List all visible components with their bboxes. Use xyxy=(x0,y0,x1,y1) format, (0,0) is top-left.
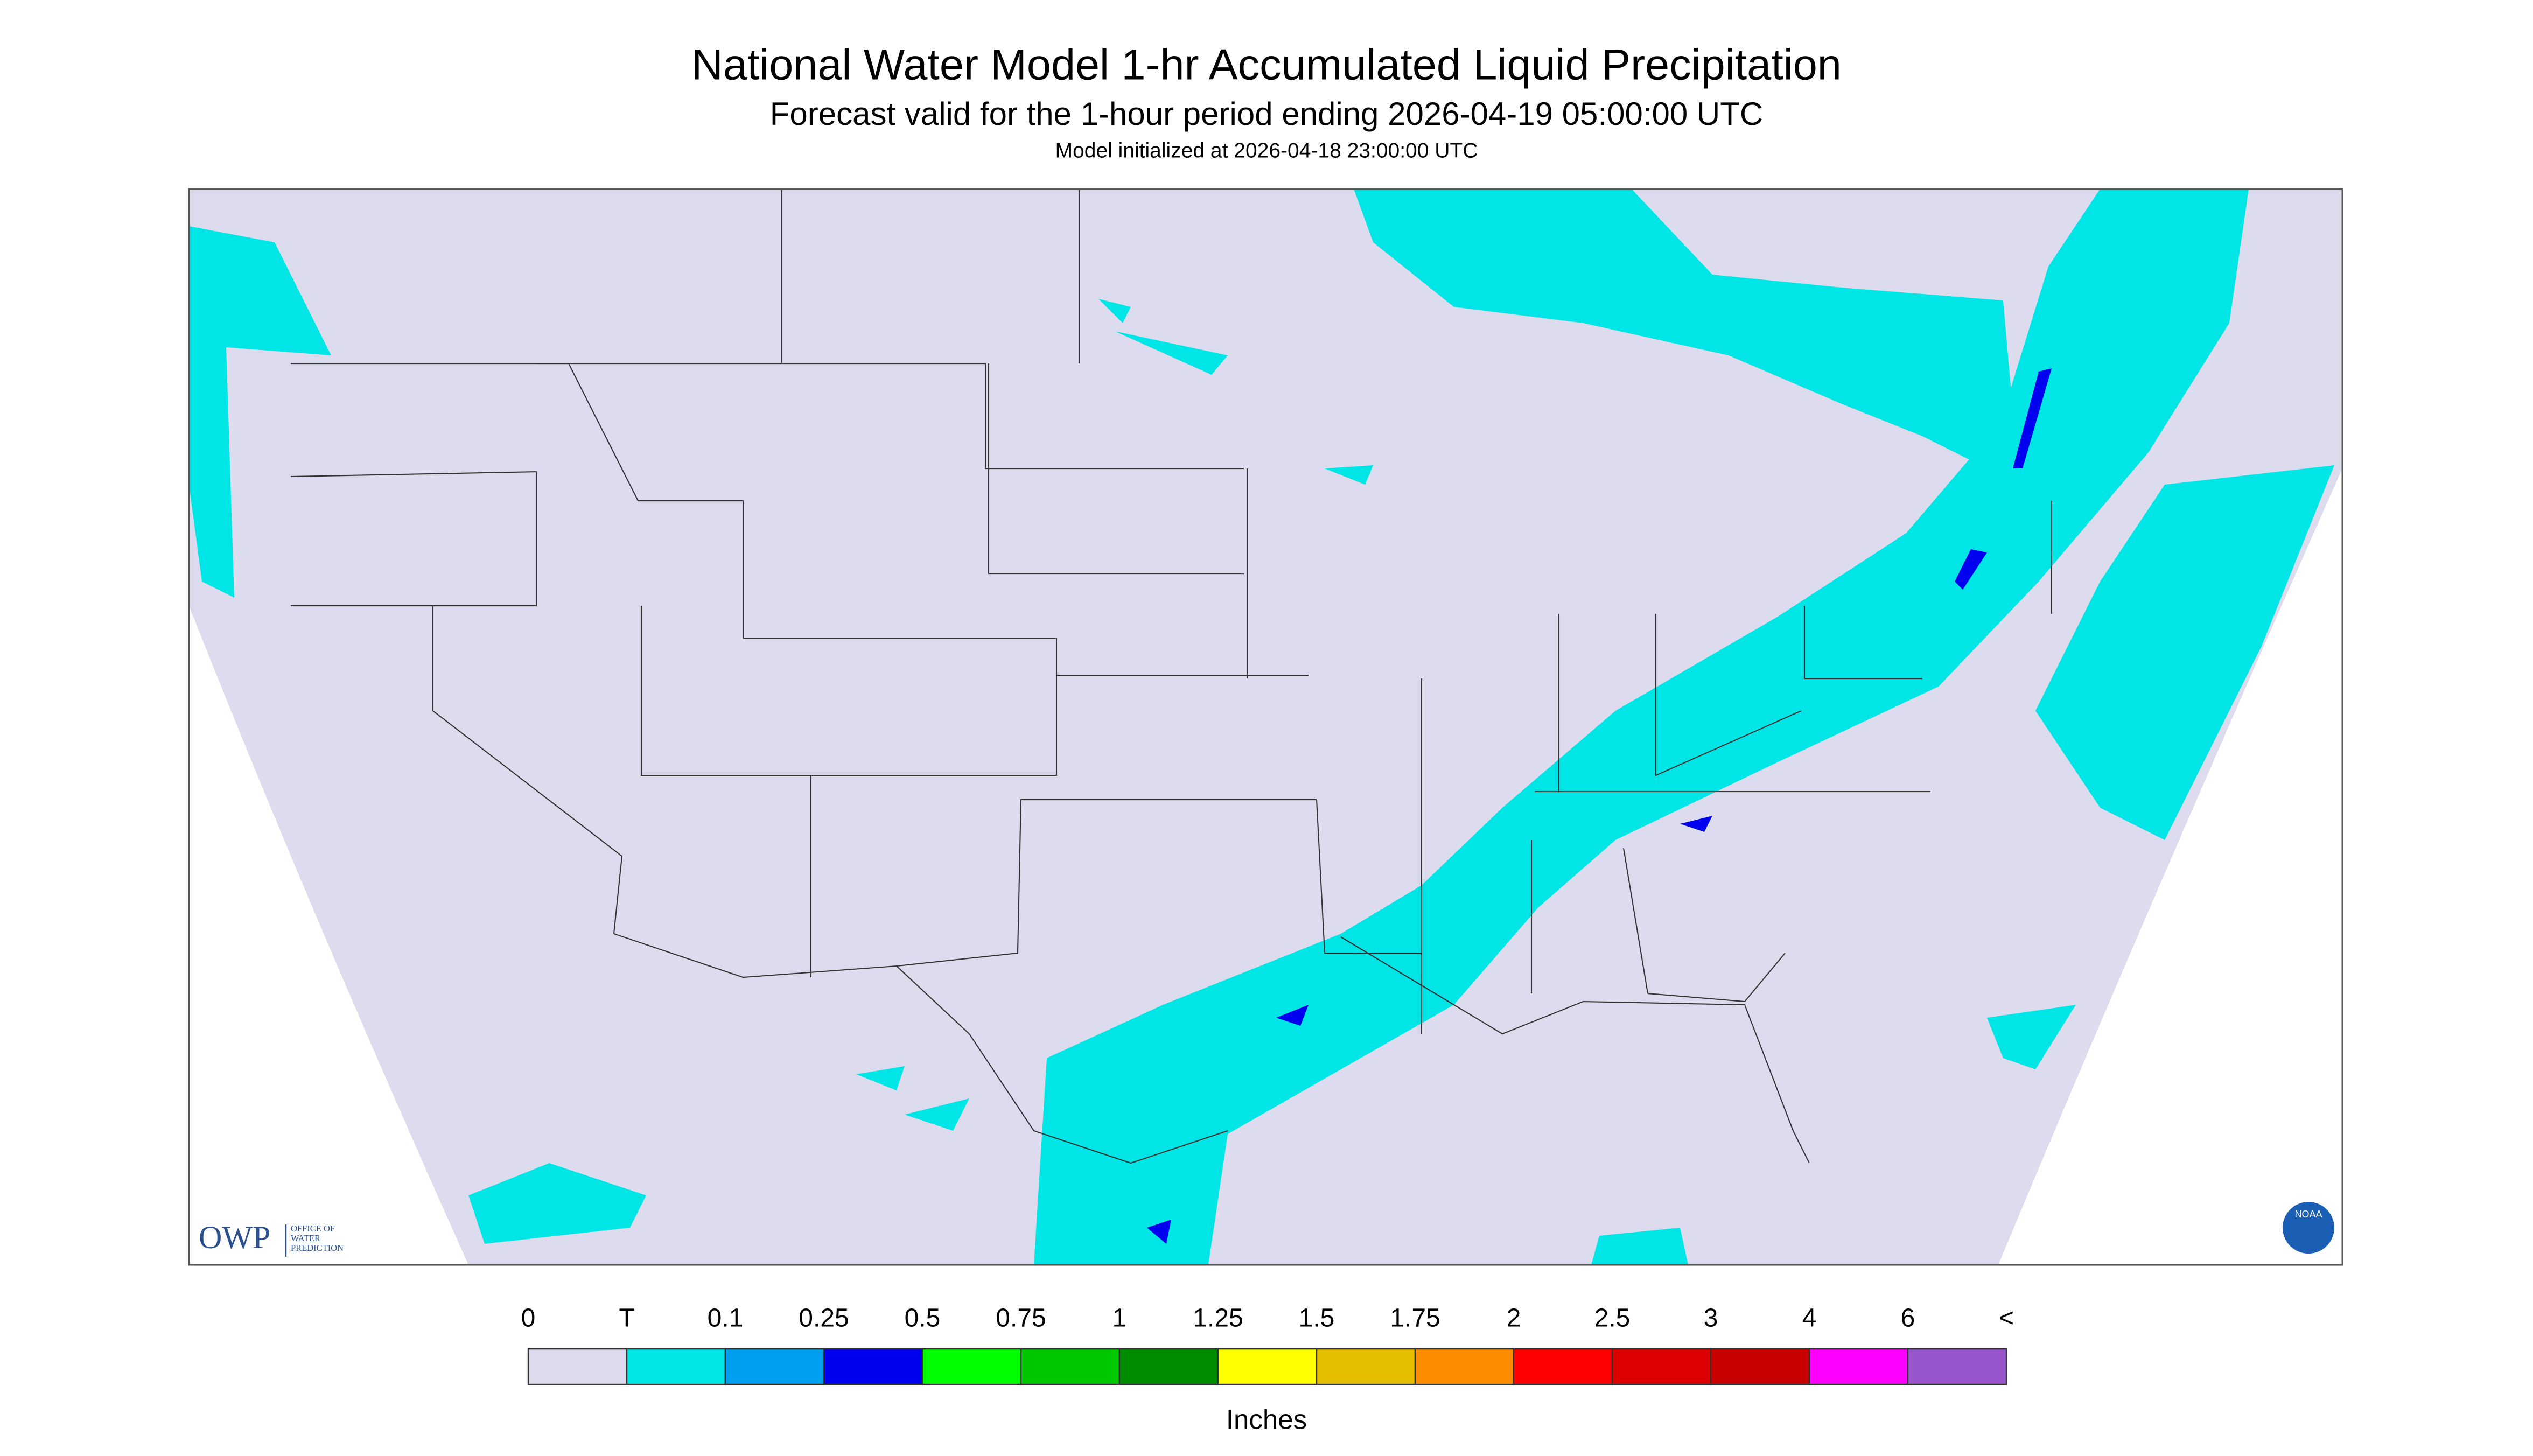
legend-swatch xyxy=(1808,1348,1909,1385)
legend-swatch xyxy=(1020,1348,1121,1385)
init-time: Model initialized at 2026-04-18 23:00:00… xyxy=(1055,139,1478,162)
legend-swatch xyxy=(1217,1348,1318,1385)
legend-swatch xyxy=(1118,1348,1219,1385)
legend: 0 T 0.1 0.25 0.5 0.75 1 1.25 1.5 1.75 2 2.5 3 4 6 < xyxy=(521,1304,2014,1385)
legend-label: 3 xyxy=(1704,1304,1718,1333)
legend-swatch xyxy=(527,1348,628,1385)
legend-label: 2.5 xyxy=(1594,1304,1631,1333)
legend-units: Inches xyxy=(1226,1404,1307,1435)
precip-heavy xyxy=(1147,368,2052,1244)
legend-swatch xyxy=(1710,1348,1810,1385)
noaa-logo xyxy=(2283,1202,2334,1254)
legend-label: 0.5 xyxy=(905,1304,941,1333)
legend-label: 4 xyxy=(1802,1304,1817,1333)
legend-label: 1.75 xyxy=(1390,1304,1440,1333)
legend-label: T xyxy=(619,1304,634,1333)
legend-label: 1.5 xyxy=(1299,1304,1335,1333)
legend-swatch xyxy=(1611,1348,1712,1385)
legend-swatch xyxy=(626,1348,726,1385)
title: National Water Model 1-hr Accumulated Li… xyxy=(691,40,1842,89)
legend-swatch xyxy=(1513,1348,1613,1385)
legend-label: 2 xyxy=(1507,1304,1521,1333)
legend-label: 1.25 xyxy=(1193,1304,1243,1333)
legend-label: 0.75 xyxy=(996,1304,1046,1333)
legend-label: 6 xyxy=(1901,1304,1915,1333)
owp-name: WATER xyxy=(291,1233,320,1243)
legend-swatch xyxy=(823,1348,923,1385)
legend-label: 1 xyxy=(1112,1304,1127,1333)
precip-trace xyxy=(189,189,2334,1265)
owp-name: OFFICE OF xyxy=(291,1223,335,1234)
map: OWP OFFICE OF WATER PREDICTION NOAA xyxy=(188,188,2343,1266)
state-boundaries xyxy=(290,189,2053,1164)
noaa-text: NOAA xyxy=(2294,1209,2322,1220)
owp-logo: OWP xyxy=(199,1220,270,1255)
subtitle: Forecast valid for the 1-hour period end… xyxy=(770,96,1763,132)
map-frame xyxy=(188,188,2343,1266)
legend-swatch xyxy=(1316,1348,1416,1385)
model-domain xyxy=(189,189,2342,1265)
legend-label: < xyxy=(1999,1304,2014,1333)
legend-swatch xyxy=(921,1348,1022,1385)
legend-swatch xyxy=(1907,1348,2007,1385)
legend-label: 0.1 xyxy=(708,1304,744,1333)
legend-label: 0.25 xyxy=(799,1304,849,1333)
legend-swatch xyxy=(1414,1348,1515,1385)
legend-label: 0 xyxy=(521,1304,536,1333)
legend-swatch xyxy=(724,1348,825,1385)
owp-name: PREDICTION xyxy=(291,1243,344,1253)
